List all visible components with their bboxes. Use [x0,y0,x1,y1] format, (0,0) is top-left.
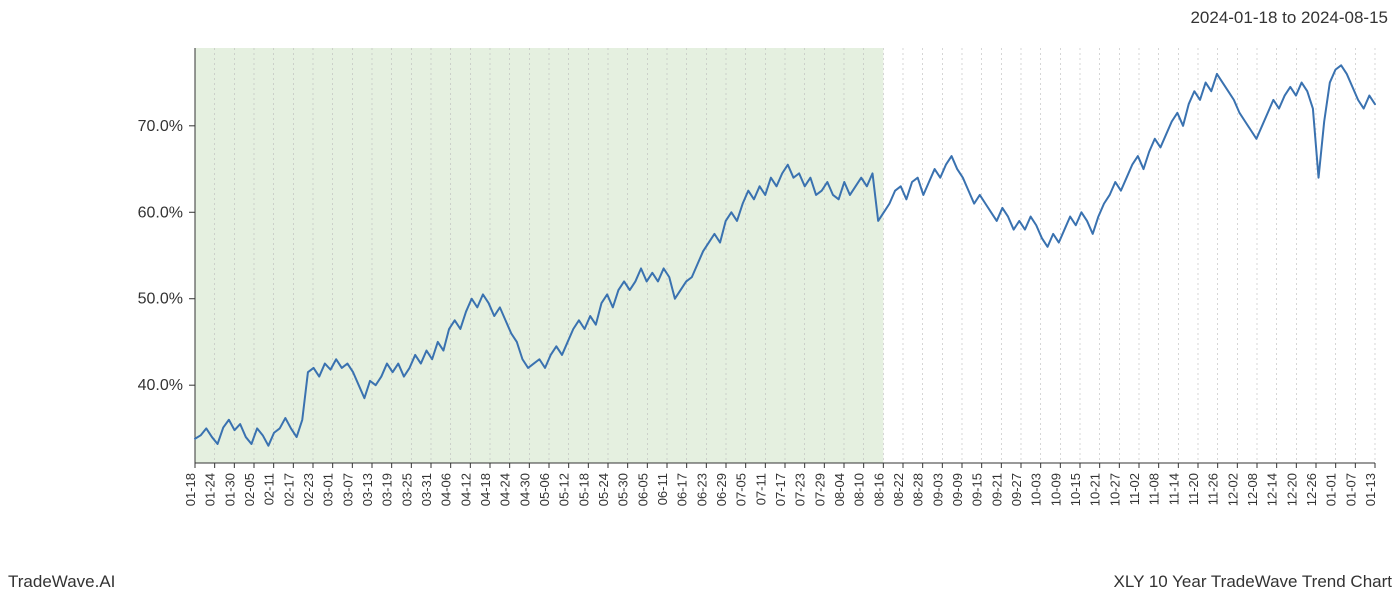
x-tick-label: 06-23 [694,473,709,506]
y-tick-label: 60.0% [138,204,183,221]
date-range-label: 2024-01-18 to 2024-08-15 [1190,8,1388,28]
x-tick-label: 05-24 [596,473,611,506]
x-tick-label: 06-05 [635,473,650,506]
x-tick-label: 08-10 [852,473,867,506]
x-tick-label: 09-15 [970,473,985,506]
x-tick-label: 10-03 [1029,473,1044,506]
x-tick-label: 12-08 [1245,473,1260,506]
x-tick-label: 10-21 [1088,473,1103,506]
y-tick-label: 50.0% [138,291,183,308]
x-tick-label: 11-02 [1127,473,1142,505]
x-tick-label: 04-06 [439,473,454,506]
y-tick-label: 70.0% [138,118,183,135]
x-tick-label: 09-27 [1009,473,1024,506]
x-tick-label: 03-25 [399,473,414,506]
x-tick-label: 07-11 [753,473,768,505]
x-tick-label: 12-26 [1304,473,1319,506]
x-tick-label: 04-24 [498,473,513,506]
x-tick-label: 07-05 [734,473,749,506]
x-tick-label: 08-04 [832,473,847,506]
x-tick-label: 05-06 [537,473,552,506]
x-tick-label: 12-14 [1265,473,1280,506]
x-tick-label: 11-08 [1147,473,1162,505]
chart-title: XLY 10 Year TradeWave Trend Chart [1114,572,1392,592]
x-tick-label: 09-03 [930,473,945,506]
x-tick-label: 08-28 [911,473,926,506]
x-tick-label: 04-12 [458,473,473,506]
x-tick-label: 08-16 [871,473,886,506]
x-tick-label: 01-01 [1324,473,1339,506]
x-tick-label: 04-30 [517,473,532,506]
x-tick-label: 03-01 [321,473,336,506]
x-tick-label: 01-18 [183,473,198,506]
x-tick-label: 09-21 [989,473,1004,506]
x-tick-label: 01-30 [222,473,237,506]
brand-label: TradeWave.AI [8,572,115,592]
x-tick-label: 12-02 [1225,473,1240,506]
x-tick-label: 05-30 [616,473,631,506]
x-tick-label: 02-11 [262,473,277,505]
chart-svg: 40.0% 50.0% 60.0% 70.0% 01-18 01-24 01-30 02-05… [0,48,1400,528]
x-tick-label: 12-20 [1284,473,1299,506]
x-tick-label: 09-09 [950,473,965,506]
x-tick-label: 03-19 [380,473,395,506]
x-tick-label: 10-09 [1048,473,1063,506]
x-tick-label: 02-23 [301,473,316,506]
x-tick-label: 03-31 [419,473,434,506]
x-tick-label: 05-18 [576,473,591,506]
x-tick-label: 02-05 [242,473,257,506]
x-tick-label: 11-20 [1186,473,1201,505]
x-tick-label: 01-07 [1343,473,1358,506]
x-tick-label: 10-27 [1107,473,1122,506]
x-tick-label: 03-13 [360,473,375,506]
x-tick-label: 07-17 [773,473,788,506]
x-tick-label: 10-15 [1068,473,1083,506]
x-tick-label: 01-24 [203,473,218,506]
x-tick-label: 06-29 [714,473,729,506]
trend-chart: 40.0% 50.0% 60.0% 70.0% 01-18 01-24 01-30 02-05… [0,48,1400,528]
x-tick-label: 04-18 [478,473,493,506]
y-tick-label: 40.0% [138,377,183,394]
x-tick-label: 02-17 [281,473,296,506]
x-tick-label: 06-11 [655,473,670,505]
x-tick-label: 11-26 [1206,473,1221,505]
x-tick-label: 08-22 [891,473,906,506]
x-tick-label: 01-13 [1363,473,1378,506]
x-tick-label: 07-23 [793,473,808,506]
x-tick-label: 07-29 [812,473,827,506]
x-tick-label: 05-12 [557,473,572,506]
highlight-region [195,48,883,463]
x-tick-label: 06-17 [675,473,690,506]
x-tick-label: 11-14 [1166,473,1181,505]
x-tick-label: 03-07 [340,473,355,506]
